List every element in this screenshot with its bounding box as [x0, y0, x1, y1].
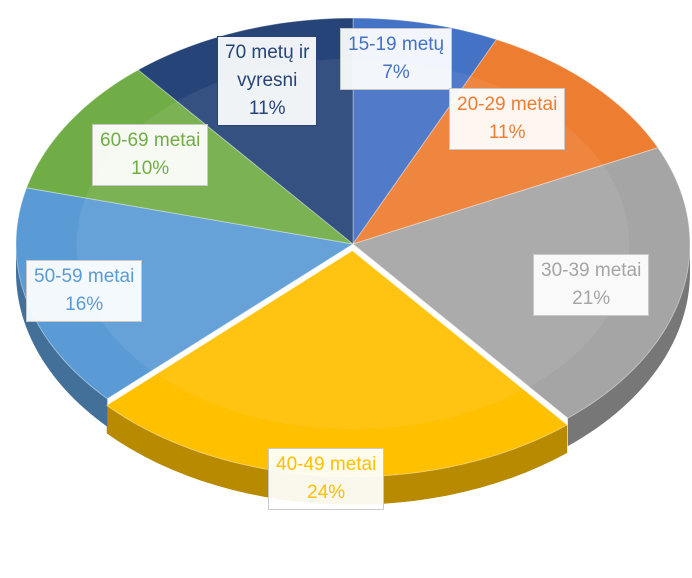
label-category: 20-29 metai [457, 94, 558, 115]
label-category-line-2: vyresni [237, 70, 298, 91]
label-category: 50-59 metai [34, 266, 135, 287]
data-label-60-69: 60-69 metai 10% [92, 124, 209, 186]
label-category: 30-39 metai [541, 260, 642, 281]
label-percent: 16% [65, 294, 104, 315]
label-percent: 11% [248, 98, 286, 119]
pie-gloss [76, 58, 630, 430]
label-category: 15-19 metų [348, 34, 445, 55]
label-category-line-1: 70 metų ir [225, 42, 310, 63]
label-percent: 7% [382, 62, 410, 83]
pie-slice-2 [351, 147, 691, 419]
data-label-30-39: 30-39 metai 21% [533, 254, 650, 316]
data-label-50-59: 50-59 metai 16% [26, 260, 143, 322]
data-label-70-plus: 70 metų ir vyresni 11% [217, 36, 318, 126]
pie-sides [16, 244, 690, 505]
label-category: 40-49 metai [276, 454, 377, 475]
label-category: 60-69 metai [100, 130, 201, 151]
pie-side-2 [567, 244, 690, 447]
data-label-40-49: 40-49 metai 24% [268, 448, 385, 510]
pie-side-4 [16, 244, 108, 427]
label-percent: 24% [307, 482, 346, 503]
label-percent: 11% [488, 122, 526, 143]
label-percent: 10% [131, 158, 170, 179]
data-label-15-19: 15-19 metų 7% [340, 28, 453, 90]
label-percent: 21% [572, 288, 611, 309]
data-label-20-29: 20-29 metai 11% [449, 88, 566, 150]
pie-side-3 [106, 405, 568, 505]
